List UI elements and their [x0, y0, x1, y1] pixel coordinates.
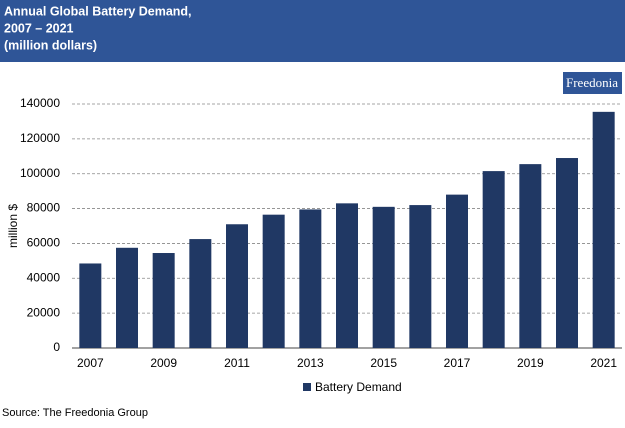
x-tick-label: 2007: [77, 356, 104, 370]
bar: [189, 239, 212, 348]
y-tick-label: 140000: [20, 96, 60, 110]
chart-title: Annual Global Battery Demand,: [4, 4, 192, 18]
y-tick-label: 20000: [27, 305, 61, 319]
x-tick-label: 2013: [297, 356, 324, 370]
bar: [262, 214, 285, 348]
y-axis-label: million $: [6, 204, 20, 248]
x-tick-label: 2009: [150, 356, 177, 370]
header-band: [0, 0, 625, 62]
bar: [79, 263, 102, 348]
y-tick-label: 60000: [27, 236, 61, 250]
y-tick-label: 80000: [27, 201, 61, 215]
x-tick-label: 2019: [517, 356, 544, 370]
y-tick-label: 120000: [20, 131, 60, 145]
bar: [556, 158, 578, 348]
source: Source: The Freedonia Group: [2, 407, 148, 419]
legend-swatch: [303, 383, 311, 391]
bar: [226, 224, 248, 348]
bar: [409, 205, 432, 348]
bar: [336, 203, 358, 348]
logo: Freedonia: [566, 75, 618, 90]
y-tick-label: 40000: [27, 270, 61, 284]
x-tick-label: 2021: [590, 356, 617, 370]
bar: [372, 206, 395, 348]
x-tick-label: 2017: [444, 356, 471, 370]
bar: [299, 209, 322, 348]
logo-box: [563, 72, 622, 94]
legend-label: Battery Demand: [315, 380, 402, 394]
bar: [446, 194, 468, 348]
bar: [592, 111, 615, 348]
bar: [519, 164, 542, 348]
x-tick-label: 2011: [224, 356, 250, 370]
bar: [116, 247, 138, 348]
chart-subtitle: 2007 – 2021: [4, 21, 74, 35]
y-tick-label: 100000: [20, 166, 60, 180]
y-tick-label: 0: [53, 340, 60, 354]
unit-note: (million dollars): [4, 38, 97, 52]
bar: [152, 253, 175, 348]
x-tick-label: 2015: [370, 356, 397, 370]
bar: [482, 171, 505, 348]
